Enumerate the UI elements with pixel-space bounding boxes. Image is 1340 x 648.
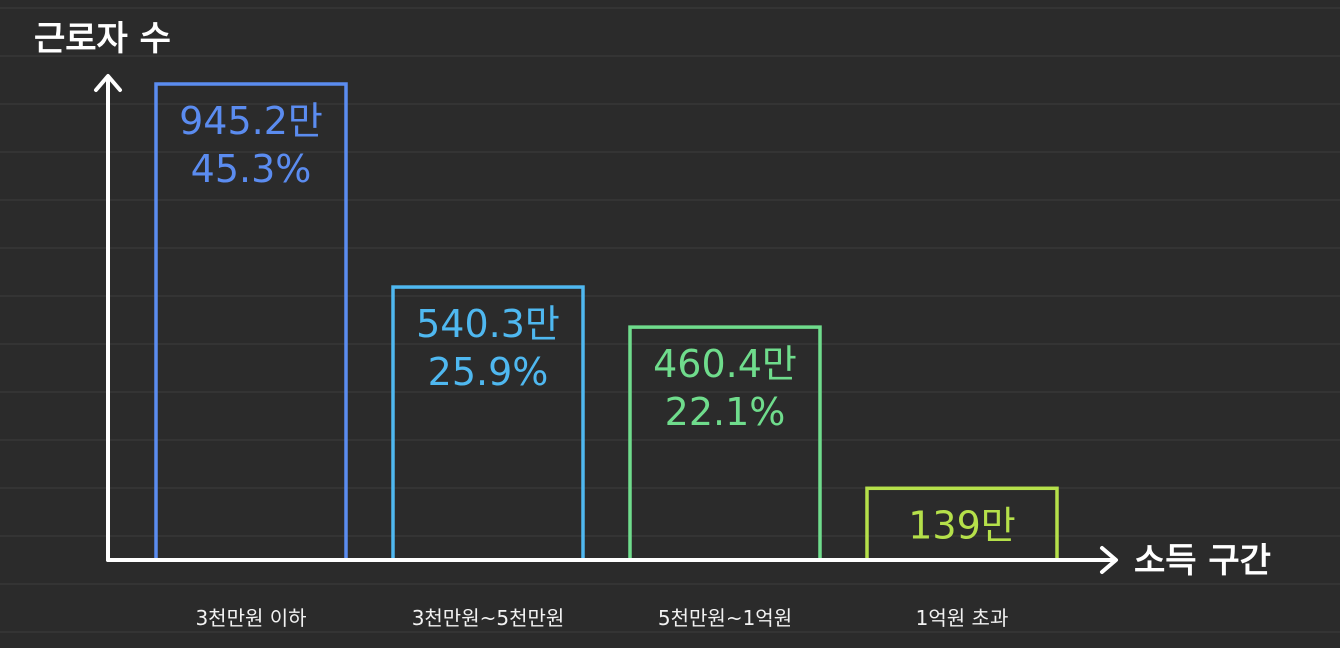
category-label: 3천만원~5천만원 (412, 606, 565, 630)
y-axis-title: 근로자 수 (34, 19, 171, 59)
bar-percent-label: 25.9% (428, 350, 549, 394)
grid-lines (0, 7, 1340, 633)
x-axis-arrow-icon (1100, 546, 1118, 574)
bar-percent-label: 45.3% (191, 147, 312, 191)
category-label: 3천만원 이하 (195, 606, 306, 630)
x-axis (106, 546, 1118, 574)
category-label: 1억원 초과 (916, 606, 1009, 630)
bar-percent-label: 22.1% (665, 390, 786, 434)
bar-value-label: 945.2만 (179, 99, 323, 143)
x-axis-title: 소득 구간 (1134, 541, 1271, 581)
y-axis (94, 74, 122, 562)
bar-value-label: 139만 (908, 503, 1016, 547)
category-labels: 3천만원 이하 3천만원~5천만원 5천만원~1억원 1억원 초과 (195, 606, 1008, 630)
bar-value-label: 460.4만 (653, 342, 797, 386)
category-label: 5천만원~1억원 (658, 606, 792, 630)
bar-value-label: 540.3만 (416, 302, 560, 346)
y-axis-arrow-icon (94, 74, 122, 92)
